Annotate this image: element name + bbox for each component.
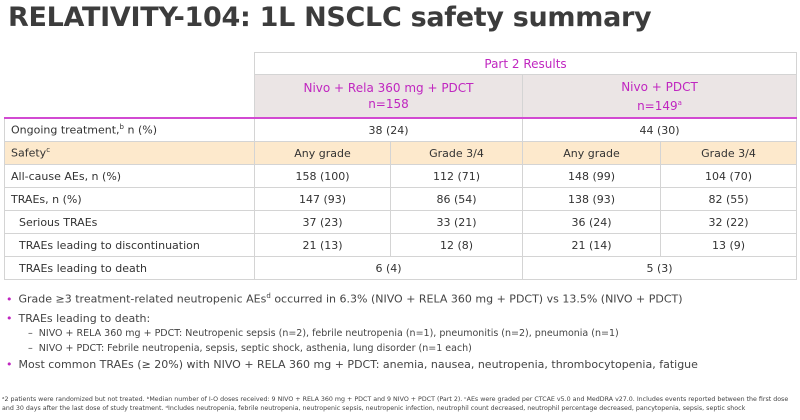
table-row-safety-header: Safetyc Any grade Grade 3/4 Any grade Grade… — [4, 141, 798, 165]
group-header: Part 2 Results — [253, 52, 798, 75]
table-row: All-cause AEs, n (%) 158 (100) 112 (71) 148… — [4, 164, 798, 188]
bullet-death: TRAEs leading to death: — [6, 312, 796, 325]
page-title: RELATIVITY-104: 1L NSCLC safety summary — [8, 2, 652, 33]
bullet-common-traes: Most common TRAEs (≥ 20%) with NIVO + RE… — [6, 358, 796, 371]
arm-header-nivo-pdct: Nivo + PDCT n=149a — [521, 74, 798, 119]
table-row: TRAEs leading to discontinuation 21 (13) 1… — [4, 233, 798, 257]
footnote: ᵃ2 patients were randomized but not trea… — [2, 396, 789, 412]
sub-bullet-nivo-rela: – NIVO + RELA 360 mg + PDCT: Neutropenic… — [28, 327, 619, 339]
table-row: TRAEs, n (%) 147 (93) 86 (54) 138 (93) 82 (5… — [4, 187, 798, 211]
sub-bullet-nivo-pdct: – NIVO + PDCT: Febrile neutropenia, seps… — [28, 342, 472, 354]
table-row-death: TRAEs leading to death 6 (4) 5 (3) — [4, 256, 798, 280]
safety-table: Part 2 Results Nivo + Rela 360 mg + PDCT… — [4, 52, 798, 280]
arm-header-nivo-rela: Nivo + Rela 360 mg + PDCT n=158 — [254, 74, 523, 119]
bullet-list: Grade ≥3 treatment-related neutropenic A… — [6, 292, 796, 377]
table-row: Serious TRAEs 37 (23) 33 (21) 36 (24) 32 (22… — [4, 210, 798, 234]
bullet-neutropenic: Grade ≥3 treatment-related neutropenic A… — [6, 292, 796, 306]
table-row-ongoing: Ongoing treatment,b n (%) 38 (24) 44 (30) — [4, 117, 798, 142]
